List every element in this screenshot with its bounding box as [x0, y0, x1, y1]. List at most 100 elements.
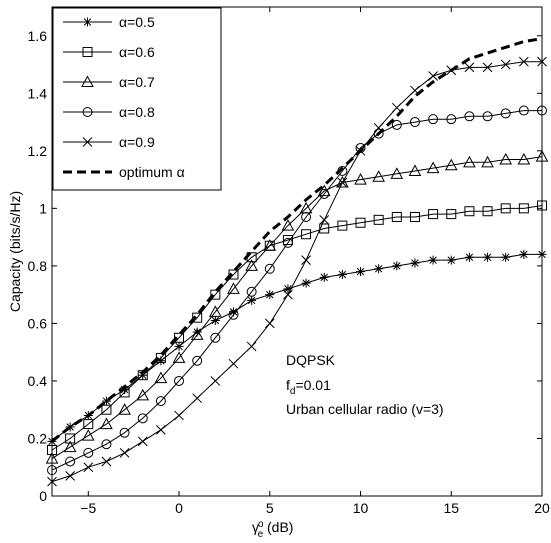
data-point [482, 62, 493, 73]
data-point [210, 332, 221, 343]
data-point [537, 105, 547, 116]
data-point [210, 316, 220, 326]
legend-entry-1: α=0.5 [63, 14, 155, 30]
data-point [446, 209, 457, 220]
data-point [265, 290, 275, 300]
data-point [282, 234, 293, 245]
annotations: DQPSK fd=0.01 Urban cellular radio (v=3) [286, 352, 444, 417]
data-point [156, 356, 166, 366]
data-point [372, 170, 386, 182]
data-point [101, 404, 112, 415]
legend-marker [81, 75, 94, 87]
data-point [245, 259, 258, 271]
data-point [210, 376, 221, 386]
data-point [390, 167, 404, 179]
data-point [535, 150, 549, 162]
data-point [228, 358, 239, 369]
data-point [47, 465, 57, 476]
data-point [500, 108, 511, 119]
data-point [319, 215, 330, 225]
legend-label: α=0.6 [119, 44, 155, 60]
data-point [319, 223, 330, 234]
data-point [301, 211, 312, 222]
x-tick-label: 10 [353, 500, 369, 516]
series-4 [47, 105, 547, 476]
data-point [227, 282, 240, 294]
legend-marker [82, 137, 93, 147]
legend-entry-3: α=0.7 [63, 74, 155, 90]
series-6 [51, 37, 543, 443]
data-point [83, 419, 94, 430]
legend-marker [82, 47, 93, 57]
data-point [282, 237, 293, 248]
data-point [337, 177, 348, 188]
series-line [51, 61, 542, 483]
data-point [500, 203, 511, 214]
data-point [45, 452, 59, 464]
series-group [45, 37, 549, 487]
data-point [499, 152, 513, 165]
series-2 [47, 200, 547, 455]
data-point [192, 327, 202, 337]
axis-labels: Capacity (bits/s/Hz) γo e (dB) [7, 191, 293, 540]
annotation-doppler: fd=0.01 [286, 377, 331, 397]
data-point [444, 158, 458, 171]
data-point [518, 105, 529, 116]
data-point [409, 211, 420, 222]
y-tick-label: 0.2 [28, 430, 48, 446]
y-tick-label: 0.6 [28, 315, 48, 331]
legend-marker [83, 17, 92, 27]
data-point [192, 355, 203, 366]
data-point [47, 476, 57, 487]
data-point [482, 206, 493, 217]
data-point [156, 424, 166, 435]
data-point [301, 255, 311, 265]
data-point [517, 152, 531, 165]
data-point [428, 71, 438, 81]
data-point [190, 328, 204, 340]
legend-entry-5: α=0.9 [63, 134, 155, 150]
annotation-modulation: DQPSK [286, 352, 336, 368]
data-point [428, 209, 439, 220]
data-point [481, 155, 494, 168]
data-point [174, 410, 184, 421]
data-point [408, 164, 422, 176]
data-point [101, 456, 112, 467]
data-point [119, 427, 130, 438]
data-point [337, 220, 348, 231]
legend-label: α=0.9 [119, 134, 155, 150]
axes: −5 0 5 10 15 20 0 0.2 0.4 0.6 0.8 1 1.2 1.4 1.6 [28, 7, 550, 516]
annotation-environment: Urban cellular radio (v=3) [286, 401, 444, 417]
data-point [482, 111, 493, 122]
data-point [391, 211, 402, 222]
y-tick-label: 0.8 [28, 258, 48, 274]
data-point [47, 444, 57, 455]
legend-label: optimum α [119, 164, 185, 180]
data-point [428, 114, 439, 125]
y-tick-label: 1 [39, 200, 47, 216]
data-point [210, 289, 221, 300]
y-tick-label: 1.2 [28, 143, 48, 159]
data-point [409, 117, 420, 128]
data-point [501, 252, 511, 262]
y-tick-label: 0.4 [28, 373, 48, 389]
data-point [301, 278, 311, 288]
legend-entry-6: optimum α [63, 164, 185, 180]
data-point [47, 436, 57, 446]
data-point [83, 447, 94, 458]
data-point [247, 295, 257, 305]
data-point [65, 471, 76, 481]
data-point [373, 214, 384, 225]
data-point [101, 439, 112, 450]
y-tick-label: 0 [39, 488, 47, 504]
data-point [120, 385, 130, 395]
data-point [464, 111, 475, 122]
data-point [463, 155, 476, 168]
series-line [51, 37, 543, 443]
data-point [137, 436, 148, 447]
legend-marker [82, 107, 93, 117]
data-point [118, 403, 131, 415]
data-point [174, 341, 184, 351]
data-point [192, 393, 203, 404]
